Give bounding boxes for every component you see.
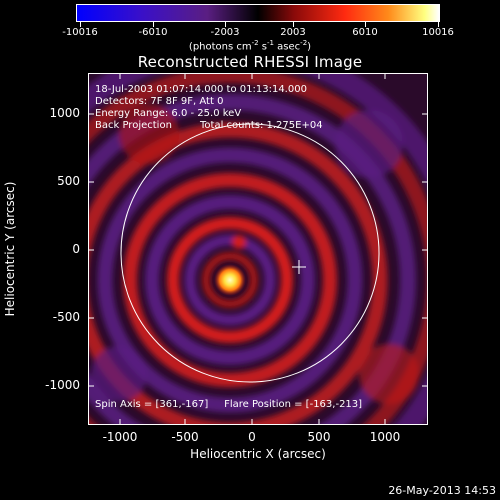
x-tick-label: 1000 xyxy=(369,430,401,444)
colorbar xyxy=(76,4,440,22)
colorbar-tick xyxy=(438,22,439,27)
colorbar-tick xyxy=(80,22,81,27)
rhessi-image xyxy=(89,74,427,424)
annotation-time: 18-Jul-2003 01:07:14.000 to 01:13:14.000 xyxy=(95,84,307,95)
y-axis-label: Heliocentric Y (arcsec) xyxy=(3,181,17,317)
annotation-positions: Spin Axis = [361,-167] Flare Position = … xyxy=(95,399,363,410)
colorbar-tick xyxy=(225,22,226,27)
y-tick-label: -1000 xyxy=(45,378,80,392)
colorbar-tick-label: -6010 xyxy=(138,27,168,38)
y-tick-label: 500 xyxy=(57,174,80,188)
colorbar-gradient xyxy=(77,5,439,21)
colorbar-tick-label: -2003 xyxy=(210,27,240,38)
annotation-counts: Total counts: 1.275E+04 xyxy=(200,120,323,131)
x-tick-label: -500 xyxy=(171,430,199,444)
x-tick-label: 500 xyxy=(307,430,331,444)
colorbar-tick-label: 6010 xyxy=(352,27,378,38)
page-title: Reconstructed RHESSI Image xyxy=(137,53,363,71)
colorbar-tick-label: 10016 xyxy=(422,27,454,38)
y-tick-label: 1000 xyxy=(49,106,80,120)
colorbar-tick-label: 2003 xyxy=(280,27,306,38)
image-plot: 18-Jul-2003 01:07:14.000 to 01:13:14.000… xyxy=(88,73,428,425)
annotation-method: Back Projection xyxy=(95,120,172,131)
y-tick-label: -500 xyxy=(52,310,80,324)
colorbar-tick xyxy=(293,22,294,27)
flare-source xyxy=(214,264,246,296)
colorbar-tick xyxy=(365,22,366,27)
x-axis-label: Heliocentric X (arcsec) xyxy=(190,447,326,461)
x-tick-label: -1000 xyxy=(102,430,138,444)
annotation-energy: Energy Range: 6.0 - 25.0 keV xyxy=(95,108,242,119)
colorbar-units: (photons cm-2 s-1 asec-2) xyxy=(188,39,312,53)
solar-limb xyxy=(120,123,380,383)
colorbar-tick xyxy=(153,22,154,27)
ring-pattern xyxy=(89,74,427,424)
footer-date: 26-May-2013 14:53 xyxy=(388,484,496,497)
y-tick-label: 0 xyxy=(72,242,80,256)
colorbar-tick-label: -10016 xyxy=(62,27,98,38)
annotation-detectors: Detectors: 7F 8F 9F, Att 0 xyxy=(95,96,224,107)
x-tick-label: 0 xyxy=(248,430,256,444)
